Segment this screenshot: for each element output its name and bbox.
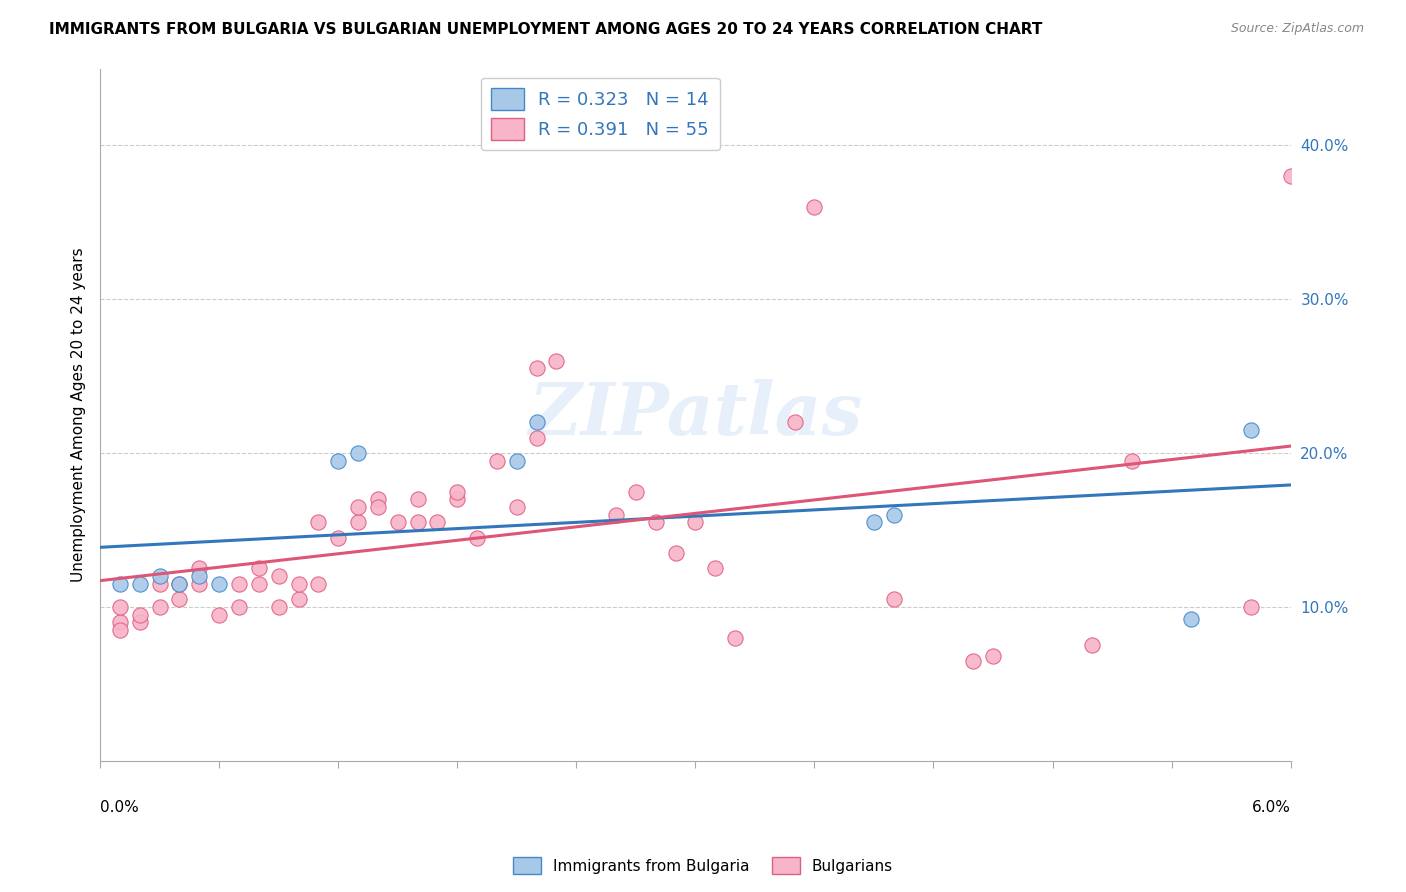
- Point: [704, 561, 727, 575]
- Point: [962, 654, 984, 668]
- Point: [465, 531, 488, 545]
- Point: [783, 415, 806, 429]
- Point: [169, 592, 191, 607]
- Point: [685, 515, 707, 529]
- Point: [169, 576, 191, 591]
- Point: [526, 361, 548, 376]
- Point: [803, 200, 825, 214]
- Text: Source: ZipAtlas.com: Source: ZipAtlas.com: [1230, 22, 1364, 36]
- Point: [644, 515, 666, 529]
- Point: [624, 484, 647, 499]
- Point: [347, 500, 370, 514]
- Point: [149, 599, 172, 614]
- Point: [1279, 169, 1302, 184]
- Point: [426, 515, 449, 529]
- Point: [287, 576, 309, 591]
- Point: [724, 631, 747, 645]
- Point: [526, 431, 548, 445]
- Point: [387, 515, 409, 529]
- Point: [506, 454, 529, 468]
- Point: [228, 576, 250, 591]
- Point: [108, 615, 131, 630]
- Point: [367, 492, 389, 507]
- Text: 0.0%: 0.0%: [100, 799, 139, 814]
- Point: [128, 615, 150, 630]
- Point: [208, 607, 231, 622]
- Point: [1121, 454, 1143, 468]
- Point: [128, 576, 150, 591]
- Point: [664, 546, 686, 560]
- Point: [267, 599, 290, 614]
- Point: [307, 576, 329, 591]
- Point: [108, 599, 131, 614]
- Point: [1240, 423, 1263, 437]
- Text: ZIPatlas: ZIPatlas: [529, 379, 862, 450]
- Text: IMMIGRANTS FROM BULGARIA VS BULGARIAN UNEMPLOYMENT AMONG AGES 20 TO 24 YEARS COR: IMMIGRANTS FROM BULGARIA VS BULGARIAN UN…: [49, 22, 1043, 37]
- Point: [1240, 599, 1263, 614]
- Point: [367, 500, 389, 514]
- Legend: Immigrants from Bulgaria, Bulgarians: Immigrants from Bulgaria, Bulgarians: [508, 851, 898, 880]
- Point: [546, 353, 568, 368]
- Point: [307, 515, 329, 529]
- Point: [328, 531, 350, 545]
- Point: [406, 492, 429, 507]
- Point: [347, 515, 370, 529]
- Point: [149, 569, 172, 583]
- Y-axis label: Unemployment Among Ages 20 to 24 years: Unemployment Among Ages 20 to 24 years: [72, 247, 86, 582]
- Point: [228, 599, 250, 614]
- Point: [287, 592, 309, 607]
- Point: [446, 492, 468, 507]
- Point: [169, 576, 191, 591]
- Point: [883, 508, 905, 522]
- Point: [108, 576, 131, 591]
- Point: [485, 454, 508, 468]
- Point: [1180, 612, 1202, 626]
- Point: [406, 515, 429, 529]
- Point: [108, 623, 131, 637]
- Point: [149, 576, 172, 591]
- Point: [128, 607, 150, 622]
- Point: [605, 508, 627, 522]
- Legend: R = 0.323   N = 14, R = 0.391   N = 55: R = 0.323 N = 14, R = 0.391 N = 55: [481, 78, 720, 151]
- Point: [506, 500, 529, 514]
- Point: [883, 592, 905, 607]
- Point: [188, 576, 211, 591]
- Point: [247, 561, 270, 575]
- Point: [863, 515, 886, 529]
- Point: [347, 446, 370, 460]
- Point: [247, 576, 270, 591]
- Text: 6.0%: 6.0%: [1251, 799, 1291, 814]
- Point: [446, 484, 468, 499]
- Point: [208, 576, 231, 591]
- Point: [526, 415, 548, 429]
- Point: [981, 649, 1004, 664]
- Point: [188, 561, 211, 575]
- Point: [188, 569, 211, 583]
- Point: [267, 569, 290, 583]
- Point: [1081, 638, 1104, 652]
- Point: [328, 454, 350, 468]
